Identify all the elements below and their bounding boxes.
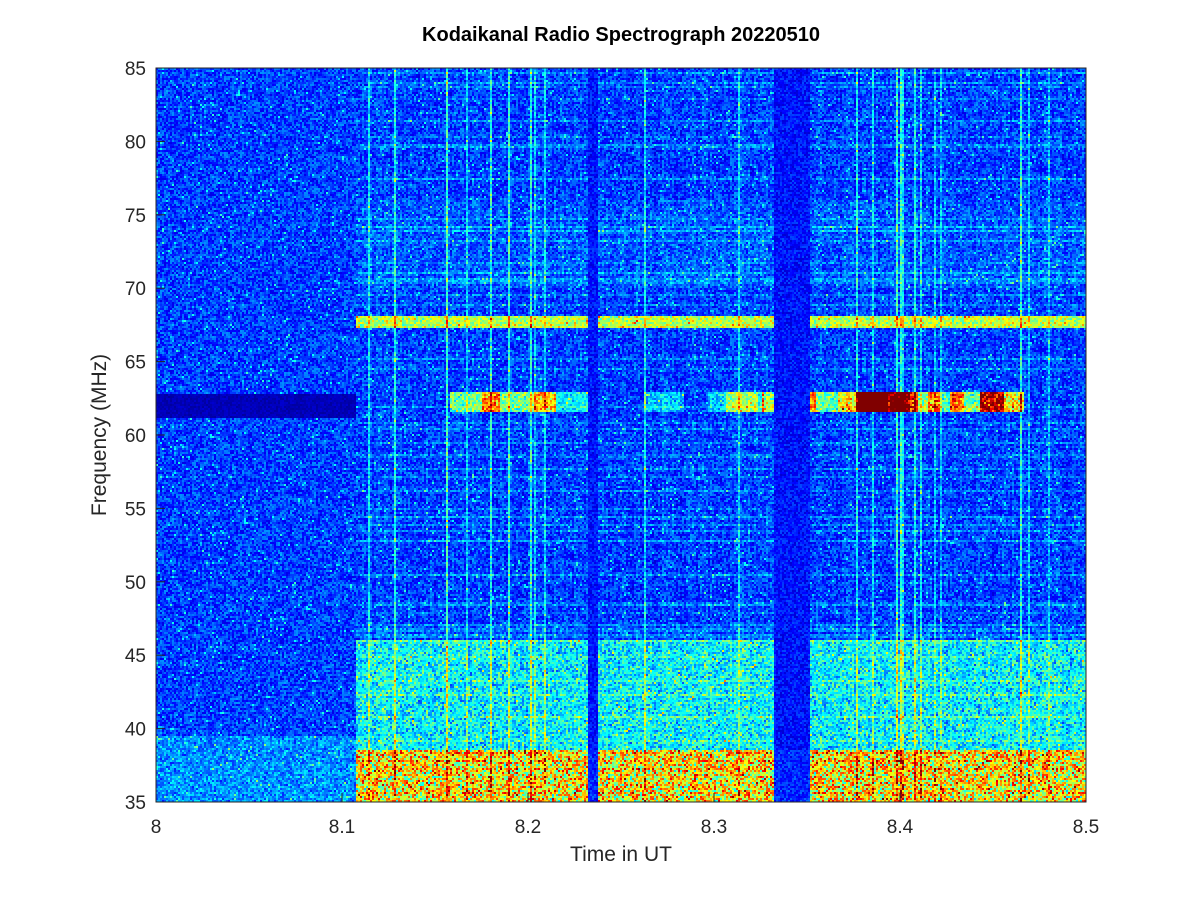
x-tick-label: 8.2: [515, 817, 541, 838]
y-tick-label: 70: [125, 279, 146, 300]
x-tick-label: 8.4: [887, 817, 914, 838]
y-tick-label: 45: [125, 646, 146, 667]
y-tick-label: 40: [125, 720, 146, 741]
y-tick-label: 50: [125, 573, 146, 594]
chart-title: Kodaikanal Radio Spectrograph 20220510: [422, 24, 820, 46]
spectrogram-heatmap: [156, 68, 1086, 802]
x-tick-label: 8.5: [1073, 817, 1099, 838]
x-axis: 8 8.1 8.2 8.3 8.4 8.5: [151, 793, 1099, 838]
y-tick-label: 35: [125, 793, 146, 814]
y-tick-label: 80: [125, 132, 146, 153]
x-axis-label: Time in UT: [570, 843, 672, 866]
y-axis: 35 40 45 50 55 60 65 70 75 80 85: [125, 59, 165, 814]
x-tick-label: 8.3: [701, 817, 727, 838]
y-tick-label: 75: [125, 206, 146, 227]
y-tick-label: 60: [125, 426, 146, 447]
y-tick-label: 85: [125, 59, 146, 80]
plot-area: [155, 67, 1087, 803]
x-tick-label: 8.1: [329, 817, 355, 838]
y-axis-label: Frequency (MHz): [88, 354, 111, 516]
y-tick-label: 55: [125, 499, 146, 520]
x-tick-label: 8: [151, 817, 162, 838]
y-tick-label: 65: [125, 353, 146, 374]
